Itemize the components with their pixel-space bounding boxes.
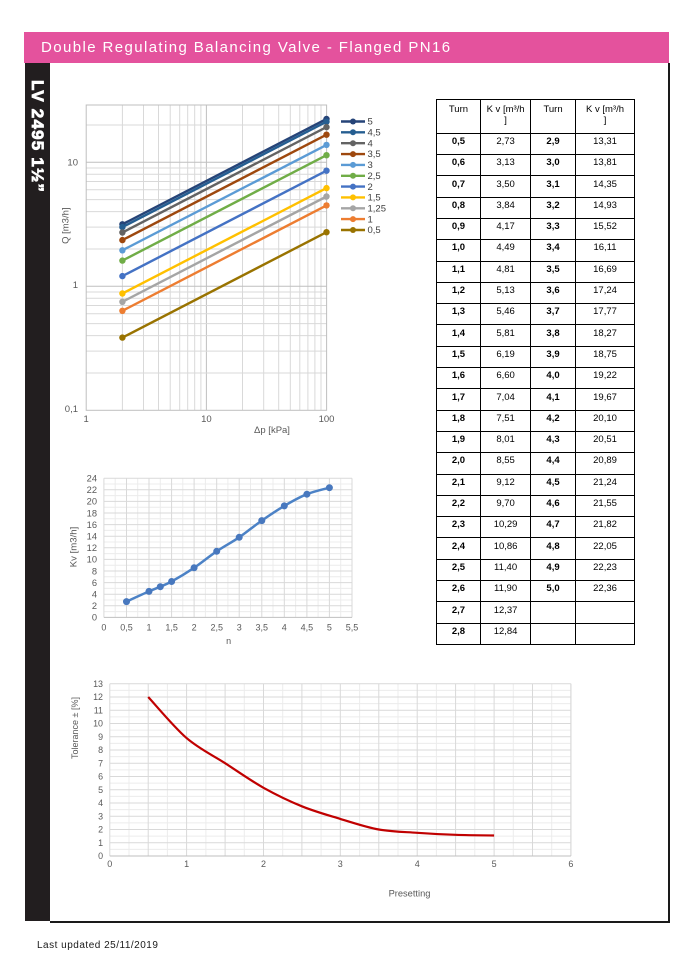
svg-text:8: 8 — [98, 745, 103, 755]
svg-text:3: 3 — [98, 811, 103, 821]
svg-text:1,25: 1,25 — [368, 204, 387, 215]
svg-text:16: 16 — [87, 520, 97, 530]
svg-text:18: 18 — [87, 508, 97, 518]
svg-text:12: 12 — [93, 692, 103, 702]
svg-text:10: 10 — [201, 414, 212, 425]
svg-text:12: 12 — [87, 543, 97, 553]
svg-text:1: 1 — [98, 838, 103, 848]
svg-text:5: 5 — [98, 785, 103, 795]
svg-text:24: 24 — [87, 474, 97, 484]
svg-text:13: 13 — [93, 679, 103, 689]
svg-text:10: 10 — [87, 555, 97, 565]
svg-text:6: 6 — [92, 578, 97, 588]
svg-text:2: 2 — [98, 825, 103, 835]
svg-text:1: 1 — [368, 214, 373, 225]
svg-text:1: 1 — [146, 623, 151, 633]
svg-text:2: 2 — [368, 182, 373, 193]
svg-text:6: 6 — [568, 859, 573, 869]
svg-text:Kv [m3/h]: Kv [m3/h] — [69, 527, 80, 568]
svg-text:n: n — [226, 636, 231, 646]
svg-text:0,5: 0,5 — [120, 623, 133, 633]
svg-text:4: 4 — [282, 623, 287, 633]
svg-text:1,5: 1,5 — [165, 623, 178, 633]
svg-text:5: 5 — [327, 623, 332, 633]
svg-text:Tolerance ± [%]: Tolerance ± [%] — [70, 697, 80, 759]
svg-text:2,5: 2,5 — [210, 623, 223, 633]
svg-text:0: 0 — [92, 613, 97, 623]
svg-text:3: 3 — [237, 623, 242, 633]
svg-text:7: 7 — [98, 758, 103, 768]
svg-text:3: 3 — [338, 859, 343, 869]
svg-text:4,5: 4,5 — [368, 128, 381, 139]
svg-text:14: 14 — [87, 532, 97, 542]
svg-text:22: 22 — [87, 485, 97, 495]
svg-text:0: 0 — [98, 851, 103, 861]
svg-text:Presetting: Presetting — [389, 889, 431, 899]
svg-text:4: 4 — [368, 138, 373, 149]
svg-text:2: 2 — [192, 623, 197, 633]
svg-text:0: 0 — [107, 859, 112, 869]
svg-text:9: 9 — [98, 732, 103, 742]
svg-text:4,5: 4,5 — [301, 623, 314, 633]
svg-text:0,1: 0,1 — [65, 404, 78, 415]
svg-text:2: 2 — [92, 601, 97, 611]
svg-text:4: 4 — [415, 859, 420, 869]
svg-text:100: 100 — [319, 414, 335, 425]
svg-text:0: 0 — [101, 623, 106, 633]
svg-text:Δp [kPa]: Δp [kPa] — [254, 425, 290, 436]
svg-text:1,5: 1,5 — [368, 193, 381, 204]
svg-text:3: 3 — [368, 160, 373, 171]
svg-text:10: 10 — [67, 157, 78, 168]
svg-text:5,5: 5,5 — [346, 623, 359, 633]
svg-text:1: 1 — [84, 414, 89, 425]
svg-text:6: 6 — [98, 772, 103, 782]
svg-text:11: 11 — [94, 705, 103, 715]
svg-text:20: 20 — [87, 497, 97, 507]
svg-text:4: 4 — [98, 798, 103, 808]
svg-text:2: 2 — [261, 859, 266, 869]
svg-text:4: 4 — [92, 590, 97, 600]
svg-text:8: 8 — [92, 566, 97, 576]
svg-text:0,5: 0,5 — [368, 225, 381, 236]
svg-text:3,5: 3,5 — [368, 149, 381, 160]
svg-text:3,5: 3,5 — [256, 623, 269, 633]
svg-text:2,5: 2,5 — [368, 171, 381, 182]
svg-text:5: 5 — [492, 859, 497, 869]
svg-text:Q [m3/h]: Q [m3/h] — [61, 207, 72, 243]
svg-text:1: 1 — [73, 280, 78, 291]
svg-text:5: 5 — [368, 117, 373, 128]
svg-text:1: 1 — [184, 859, 189, 869]
svg-text:10: 10 — [93, 719, 103, 729]
